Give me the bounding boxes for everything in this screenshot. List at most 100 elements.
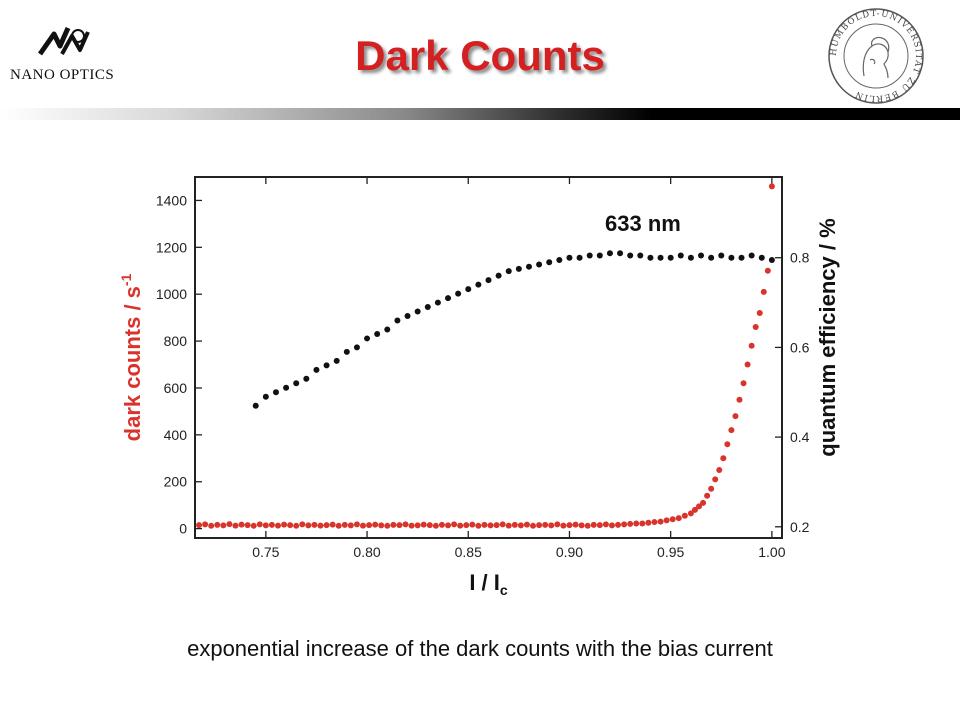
dark-counts-point [760,288,767,295]
dark-counts-point [208,522,215,529]
dark-counts-point [499,521,506,528]
wavelength-annotation: 633 nm [605,211,681,236]
quantum-efficiency-point [525,263,532,270]
dark-counts-point [481,521,488,528]
dark-counts-point [712,476,719,483]
dark-counts-point [438,521,445,528]
dark-counts-point [627,520,634,527]
quantum-efficiency-point [718,252,725,259]
dark-counts-point [202,521,209,528]
x-tick-label: 1.00 [758,544,785,560]
dark-counts-point [384,522,391,529]
dark-counts-point [505,522,512,529]
dark-counts-point [740,380,747,387]
quantum-efficiency-point [667,254,674,261]
dark-counts-point [596,522,603,529]
dark-counts-point [744,361,751,368]
quantum-efficiency-point [252,402,259,409]
quantum-efficiency-point [536,261,543,268]
dark-counts-point [566,522,573,529]
dark-counts-point [329,521,336,528]
quantum-efficiency-point [465,286,472,293]
dark-counts-point [372,521,379,528]
quantum-efficiency-point [394,317,401,324]
quantum-efficiency-point [505,268,512,275]
dark-counts-point [390,521,397,528]
dark-counts-point [414,522,421,529]
dark-counts-point [360,522,367,529]
dark-counts-point [244,522,251,529]
quantum-efficiency-point [303,375,310,382]
dark-counts-point [602,521,609,528]
dark-counts-point [299,521,306,528]
x-tick-label: 0.80 [353,544,380,560]
portrait-icon [862,36,890,79]
quantum-efficiency-point [364,335,371,342]
y-left-tick-label: 200 [164,474,188,490]
dark-counts-point [420,521,427,528]
quantum-efficiency-point [576,254,583,261]
dark-counts-point [451,521,458,528]
dark-counts-point [287,522,294,529]
dark-counts-point [220,522,227,529]
dark-counts-point [724,441,731,448]
nano-optics-emblem-icon [37,26,90,56]
dark-counts-point [651,519,658,526]
dark-counts-point [720,455,727,462]
y-left-tick-label: 400 [164,427,188,443]
quantum-efficiency-point [728,254,735,261]
quantum-efficiency-point [424,304,431,311]
dark-counts-point [402,521,409,528]
quantum-efficiency-point [698,252,705,259]
dark-counts-point [232,522,239,529]
quantum-efficiency-point [283,384,290,391]
dark-counts-point [238,521,245,528]
dark-counts-point [523,521,530,528]
humboldt-university-seal: HUMBOLDT-UNIVERSITÄT ZU BERLIN [828,8,924,104]
dark-counts-point [214,521,221,528]
quantum-efficiency-point [637,252,644,259]
quantum-efficiency-point [566,254,573,261]
plot-frame [194,176,783,539]
header-divider [0,108,960,120]
dark-counts-point [691,506,698,513]
dark-counts-point [445,522,452,529]
quantum-efficiency-point [353,344,360,351]
y-left-tick-label: 800 [164,333,188,349]
y-left-tick-label: 1000 [156,286,187,302]
dark-counts-point [268,521,275,528]
quantum-efficiency-point [404,313,411,320]
dark-counts-point [621,521,628,528]
dark-counts-point [530,522,537,529]
dark-counts-point [764,267,771,274]
dark-counts-point [323,522,330,529]
dark-counts-point [542,521,549,528]
dark-counts-point [517,522,524,529]
slide-caption: exponential increase of the dark counts … [187,636,773,661]
quantum-efficiency-point [606,250,613,257]
quantum-efficiency-point [687,254,694,261]
quantum-efficiency-point [384,326,391,333]
dark-counts-chart: 0.75 0.80 0.85 0.90 0.95 1.00 0 200 400 600 800 100… [118,176,840,598]
dark-counts-point [281,521,288,528]
quantum-efficiency-point [515,265,522,272]
dark-counts-point [493,522,500,529]
quantum-efficiency-point [414,308,421,315]
y-left-axis-label: dark counts / s-1 [118,273,145,441]
dark-counts-point [408,522,415,529]
dark-counts-point [347,522,354,529]
quantum-efficiency-point [617,250,624,257]
dark-counts-point [341,521,348,528]
dark-counts-point [353,521,360,528]
quantum-efficiency-point [374,330,381,337]
dark-counts-point [256,521,263,528]
quantum-efficiency-point [272,389,279,396]
quantum-efficiency-point [495,272,502,279]
dark-counts-point [708,485,715,492]
y-right-tick-label: 0.4 [790,429,810,445]
dark-counts-point [696,503,703,510]
y-left-tick-label: 1200 [156,239,187,255]
dark-counts-point [469,521,476,528]
quantum-efficiency-point [455,290,462,297]
quantum-efficiency-point [434,299,441,306]
